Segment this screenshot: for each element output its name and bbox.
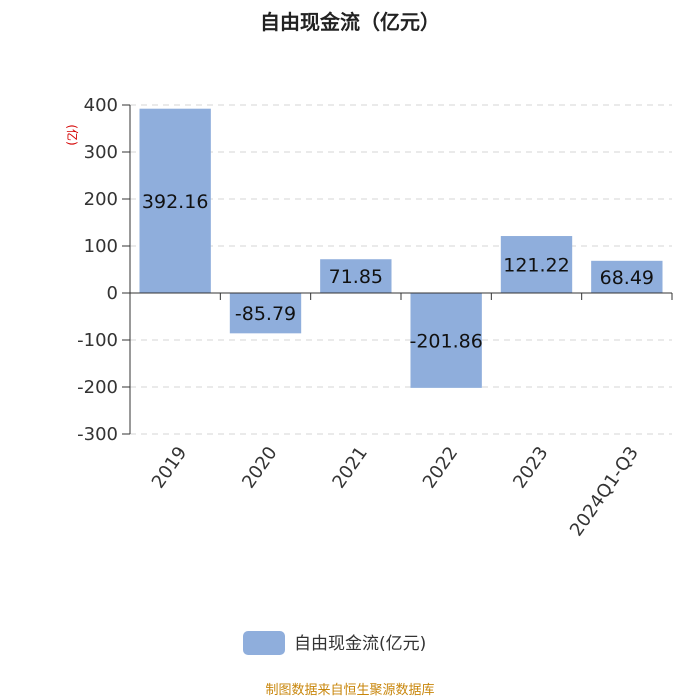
bar [320, 259, 392, 293]
x-tick-labels: 2019 2020 2021 2022 2023 2024Q1-Q3 [148, 443, 643, 540]
y-tick-labels: 400 300 200 100 0 -100 -200 -300 [77, 95, 118, 445]
bar [500, 236, 573, 293]
y-tick-label: -300 [77, 424, 118, 445]
data-label: 121.22 [503, 255, 569, 277]
y-tick-label: 100 [84, 236, 118, 257]
x-tick-label: 2022 [419, 443, 462, 493]
axes [122, 104, 673, 435]
legend-swatch [243, 631, 285, 655]
bar [229, 293, 302, 334]
x-tick-label: 2020 [238, 443, 281, 493]
bar [591, 260, 663, 293]
data-labels: 392.16 -85.79 71.85 -201.86 121.22 68.49 [142, 191, 654, 353]
y-tick-label: -200 [77, 377, 118, 398]
legend-label: 自由现金流(亿元) [294, 634, 426, 654]
x-tick-label: 2024Q1-Q3 [566, 443, 643, 540]
y-tick-label: 200 [84, 189, 118, 210]
legend: 自由现金流(亿元) [243, 631, 426, 655]
data-label: -201.86 [409, 330, 482, 352]
source-note: 制图数据来自恒生聚源数据库 [265, 682, 434, 698]
bars [139, 108, 663, 388]
y-tick-label: -100 [77, 330, 118, 351]
chart-title: 自由现金流（亿元） [260, 10, 440, 34]
x-tick-label: 2019 [148, 443, 191, 493]
gridlines [130, 104, 672, 435]
data-label: 68.49 [600, 267, 654, 289]
y-tick-label: 0 [107, 283, 118, 304]
bar [139, 108, 211, 293]
y-axis-unit: (亿) [65, 124, 80, 145]
data-label: 71.85 [329, 266, 383, 288]
y-tick-label: 400 [84, 95, 118, 116]
bar [410, 293, 482, 388]
y-tick-label: 300 [84, 142, 118, 163]
x-tick-label: 2021 [328, 443, 371, 493]
x-tick-label: 2023 [509, 443, 552, 493]
data-label: 392.16 [142, 191, 208, 213]
data-label: -85.79 [235, 303, 296, 325]
